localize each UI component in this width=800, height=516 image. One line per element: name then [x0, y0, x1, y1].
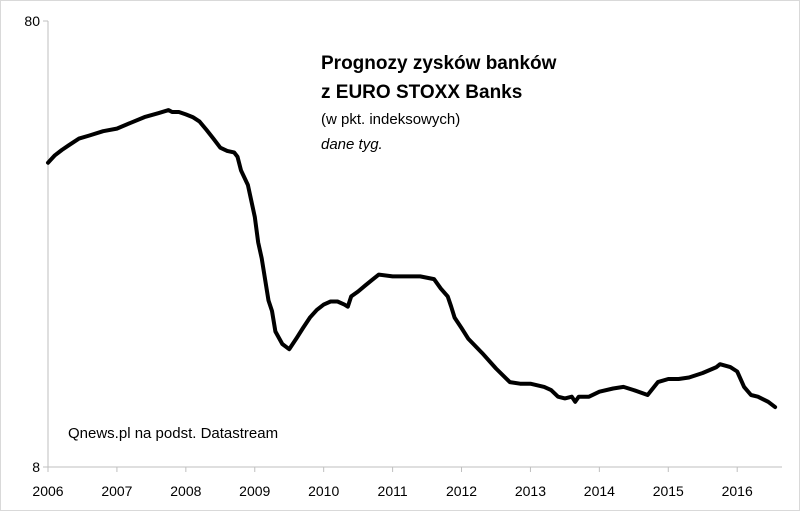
chart-title: Prognozy zysków banków	[321, 53, 557, 74]
x-tick-label: 2007	[101, 483, 132, 499]
series-line	[46, 108, 778, 410]
x-tick-label: 2015	[653, 483, 684, 499]
chart-title-line2: z EURO STOXX Banks	[321, 82, 522, 103]
y-axis-ticks: 8 80	[24, 13, 48, 475]
x-tick-label: 2009	[239, 483, 270, 499]
chart-subtitle: (w pkt. indeksowych)	[321, 111, 460, 128]
y-tick-label: 80	[24, 13, 40, 29]
y-tick-label: 8	[32, 459, 40, 475]
source-label: Qnews.pl na podst. Datastream	[68, 425, 278, 442]
x-tick-label: 2006	[32, 483, 63, 499]
x-tick-label: 2011	[378, 483, 408, 499]
x-tick-label: 2013	[515, 483, 546, 499]
x-tick-label: 2008	[170, 483, 201, 499]
series-layer	[46, 108, 778, 410]
x-tick-label: 2012	[446, 483, 477, 499]
x-tick-label: 2010	[308, 483, 339, 499]
x-axis-ticks: 2006 2007 2008 2009 2010 2011 2012 2013 2014 2015…	[32, 467, 753, 499]
x-tick-label: 2016	[722, 483, 753, 499]
x-tick-label: 2014	[584, 483, 615, 499]
chart-note: dane tyg.	[321, 136, 383, 153]
